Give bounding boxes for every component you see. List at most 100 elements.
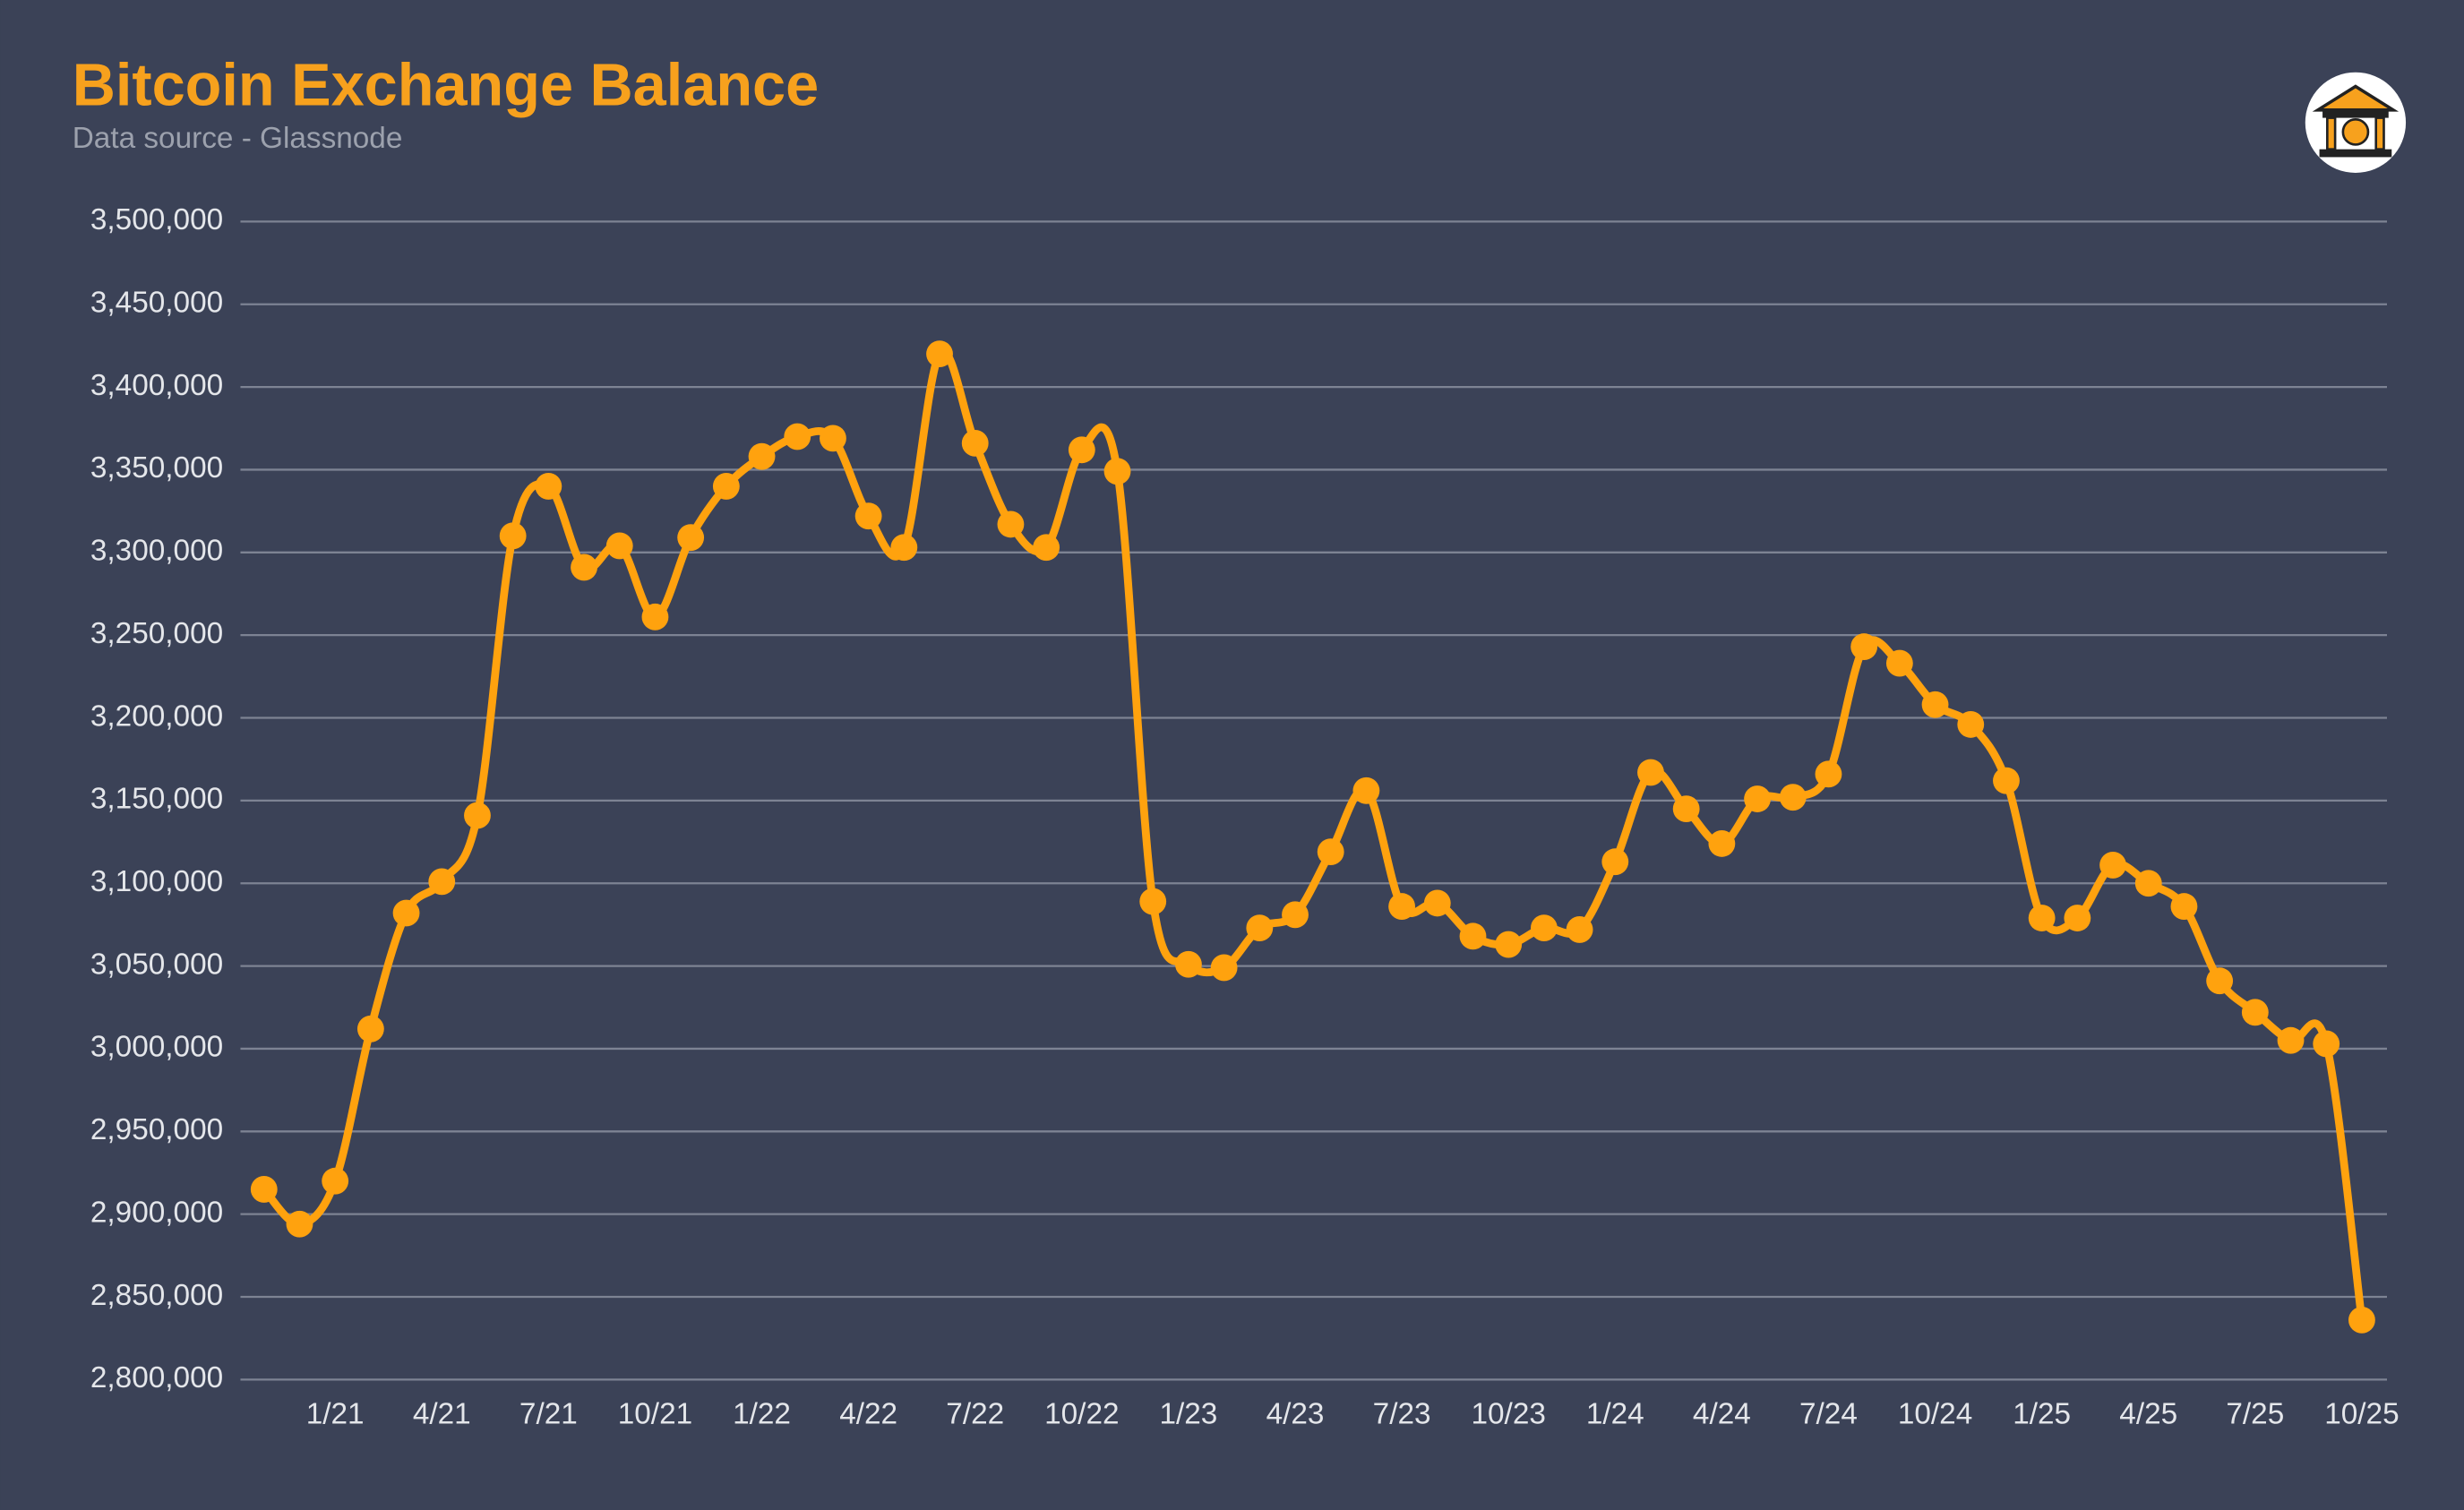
point bbox=[1601, 848, 1629, 876]
x-tick-label: 4/21 bbox=[413, 1398, 471, 1431]
y-tick-label: 2,950,000 bbox=[90, 1113, 223, 1146]
point bbox=[1282, 901, 1309, 929]
point bbox=[2064, 905, 2091, 931]
point bbox=[2313, 1030, 2340, 1058]
point bbox=[1566, 916, 1593, 943]
point bbox=[1174, 950, 1202, 978]
point bbox=[2241, 999, 2269, 1026]
x-tick-label: 1/21 bbox=[306, 1398, 365, 1431]
x-tick-label: 7/22 bbox=[946, 1398, 1004, 1431]
point bbox=[1103, 458, 1131, 485]
point bbox=[464, 802, 491, 829]
point bbox=[1993, 767, 2020, 794]
x-tick-label: 7/21 bbox=[519, 1398, 578, 1431]
y-tick-label: 3,300,000 bbox=[90, 535, 223, 568]
x-tick-label: 10/23 bbox=[1471, 1398, 1545, 1431]
point bbox=[784, 423, 811, 450]
x-tick-label: 7/24 bbox=[1799, 1398, 1858, 1431]
point bbox=[2206, 967, 2234, 995]
y-tick-label: 3,150,000 bbox=[90, 783, 223, 816]
point bbox=[997, 510, 1025, 538]
point bbox=[1921, 691, 1949, 718]
x-tick-label: 1/24 bbox=[1586, 1398, 1644, 1431]
point bbox=[961, 429, 989, 457]
x-tick-label: 1/23 bbox=[1159, 1398, 1217, 1431]
point bbox=[1352, 776, 1380, 804]
point bbox=[1068, 436, 1095, 464]
point bbox=[1530, 914, 1558, 942]
x-tick-label: 10/25 bbox=[2324, 1398, 2399, 1431]
point bbox=[1779, 784, 1807, 811]
point bbox=[428, 868, 456, 896]
point bbox=[1885, 649, 1913, 677]
point bbox=[1495, 931, 1523, 958]
x-tick-label: 10/21 bbox=[618, 1398, 692, 1431]
point bbox=[2348, 1306, 2375, 1334]
x-tick-label: 4/23 bbox=[1266, 1398, 1325, 1431]
y-tick-label: 3,100,000 bbox=[90, 865, 223, 898]
y-tick-label: 3,500,000 bbox=[90, 203, 223, 236]
plot bbox=[250, 340, 2375, 1334]
y-tick-label: 3,200,000 bbox=[90, 699, 223, 733]
point bbox=[605, 532, 633, 560]
point bbox=[1637, 759, 1664, 786]
point bbox=[926, 340, 953, 368]
y-tick-label: 3,250,000 bbox=[90, 617, 223, 650]
y-tick-label: 2,900,000 bbox=[90, 1196, 223, 1229]
x-tick-label: 7/25 bbox=[2226, 1398, 2284, 1431]
point bbox=[250, 1176, 278, 1203]
point bbox=[392, 899, 420, 927]
point bbox=[890, 534, 918, 562]
point bbox=[641, 603, 669, 631]
point bbox=[1139, 888, 1167, 915]
point bbox=[499, 522, 527, 550]
point bbox=[854, 502, 882, 530]
point bbox=[535, 473, 562, 500]
grid: 2,800,000 2,850,000 2,900,000 2,950,000 3,00… bbox=[90, 203, 2400, 1430]
point bbox=[1672, 795, 1700, 823]
x-tick-label: 4/24 bbox=[1693, 1398, 1751, 1431]
y-tick-label: 2,800,000 bbox=[90, 1361, 223, 1394]
x-tick-label: 1/25 bbox=[2013, 1398, 2071, 1431]
y-tick-label: 3,000,000 bbox=[90, 1031, 223, 1064]
point bbox=[1744, 785, 1771, 812]
point bbox=[356, 1015, 384, 1042]
point bbox=[1246, 914, 1274, 942]
x-tick-label: 10/24 bbox=[1898, 1398, 1972, 1431]
x-tick-label: 4/25 bbox=[2119, 1398, 2177, 1431]
point bbox=[1957, 710, 1985, 738]
chart-subtitle: Data source - Glassnode bbox=[73, 122, 403, 155]
point bbox=[1033, 534, 1060, 562]
point bbox=[2277, 1026, 2305, 1054]
point bbox=[712, 473, 740, 500]
x-tick-label: 4/22 bbox=[839, 1398, 897, 1431]
point bbox=[677, 524, 705, 552]
point bbox=[2028, 905, 2056, 931]
x-tick-label: 7/23 bbox=[1373, 1398, 1431, 1431]
point bbox=[1317, 838, 1344, 866]
chart-title: Bitcoin Exchange Balance bbox=[73, 53, 819, 119]
point bbox=[286, 1210, 313, 1238]
point bbox=[1850, 633, 1878, 661]
point bbox=[322, 1167, 349, 1195]
point bbox=[2099, 852, 2126, 879]
point bbox=[2170, 893, 2198, 921]
logo bbox=[2305, 72, 2407, 173]
point bbox=[820, 425, 846, 452]
point bbox=[2134, 870, 2162, 897]
point bbox=[1459, 922, 1487, 950]
point bbox=[748, 442, 776, 470]
point bbox=[1423, 889, 1451, 917]
point bbox=[1708, 829, 1736, 857]
x-tick-label: 10/22 bbox=[1044, 1398, 1119, 1431]
point bbox=[1388, 893, 1416, 921]
y-tick-label: 3,450,000 bbox=[90, 287, 223, 320]
y-tick-label: 3,050,000 bbox=[90, 948, 223, 981]
y-tick-label: 3,350,000 bbox=[90, 451, 223, 485]
y-tick-label: 3,400,000 bbox=[90, 369, 223, 402]
point bbox=[1815, 760, 1842, 788]
x-tick-label: 1/22 bbox=[733, 1398, 791, 1431]
